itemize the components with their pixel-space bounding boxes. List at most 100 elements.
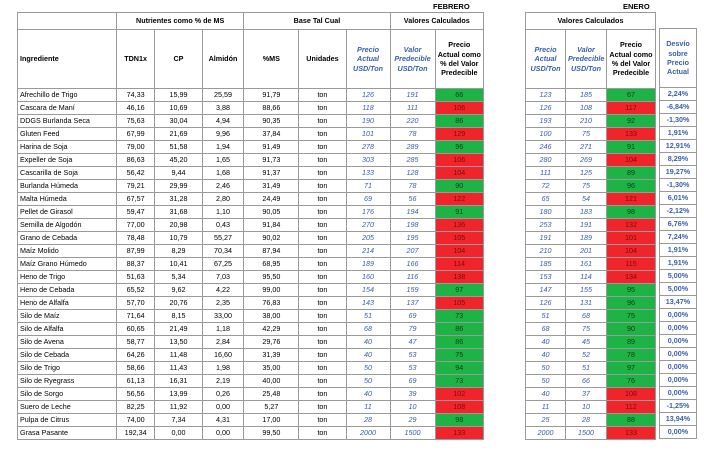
cell-pct-status-jan: 92 — [606, 114, 656, 128]
cell-valor-predecible-jan: 161 — [565, 257, 607, 271]
cell-cp: 45,20 — [154, 153, 203, 167]
table-row: 1,91% — [659, 126, 697, 140]
cell-pct-status: 105 — [434, 231, 485, 245]
cell-almidon: 1,65 — [201, 153, 245, 167]
table-row: Malta Húmeda 67,57 31,28 2,80 24,49 ton 69 56 12… — [17, 192, 485, 206]
blank-corner — [17, 12, 117, 30]
table-row: Silo de Alfalfa 60,65 21,49 1,18 42,29 ton 68 7… — [17, 322, 485, 336]
cell-tdn: 60,65 — [115, 322, 156, 336]
cell-pct-status: 91 — [434, 205, 485, 219]
cell-cp: 16,31 — [154, 374, 203, 388]
cell-ingrediente: Harina de Soja — [17, 140, 117, 154]
desvio-group-blank — [660, 12, 697, 29]
cell-valor-predecible-jan: 114 — [565, 270, 607, 284]
header-valor-predecible: Valor Predecible USD/Ton — [389, 29, 436, 89]
cell-ms: 31,39 — [243, 348, 300, 362]
cell-valor-predecible-jan: 108 — [565, 101, 607, 115]
cell-cp: 9,44 — [154, 166, 203, 180]
cell-precio-actual: 118 — [345, 101, 391, 115]
cell-cp: 8,29 — [154, 244, 203, 258]
cell-desvio: 0,00% — [659, 425, 697, 439]
cell-desvio: 5,00% — [659, 282, 697, 296]
cell-precio-actual: 69 — [345, 192, 391, 206]
cell-precio-actual-jan: 111 — [525, 166, 566, 180]
cell-precio-actual: 270 — [345, 218, 391, 232]
cell-desvio: 0,00% — [659, 386, 697, 400]
cell-precio-actual-jan: 147 — [525, 283, 566, 297]
cell-cp: 11,92 — [154, 400, 203, 414]
table-row: 8,29% — [659, 152, 697, 166]
cell-valor-predecible: 79 — [389, 322, 436, 336]
cell-almidon: 2,46 — [201, 179, 245, 193]
cell-precio-actual-jan: 72 — [525, 179, 566, 193]
table-row: 0,00% — [659, 308, 697, 322]
cell-pct-status: 106 — [434, 101, 485, 115]
cell-precio-actual: 214 — [345, 244, 391, 258]
table-row: 0,00% — [659, 386, 697, 400]
cell-valor-predecible-jan: 269 — [565, 153, 607, 167]
cell-tdn: 58,66 — [115, 361, 156, 375]
cell-ms: 90,02 — [243, 231, 300, 245]
cell-precio-actual: 176 — [345, 205, 391, 219]
table-row: 2000 1500 133 — [525, 426, 656, 440]
table-row: 1,91% — [659, 243, 697, 257]
cell-ms: 90,35 — [243, 114, 300, 128]
cell-precio-actual: 40 — [345, 348, 391, 362]
cell-pct-status-jan: 104 — [606, 153, 656, 167]
cell-ms: 35,00 — [243, 361, 300, 375]
cell-ingrediente: DDGS Burlanda Seca — [17, 114, 117, 128]
cell-ingrediente: Silo de Cebada — [17, 348, 117, 362]
cell-precio-actual: 154 — [345, 283, 391, 297]
cell-ms: 95,50 — [243, 270, 300, 284]
cell-precio-actual-jan: 50 — [525, 374, 566, 388]
table-row: Suero de Leche 82,25 11,92 0,00 5,27 ton 11 10 1… — [17, 400, 485, 414]
cell-pct-status: 114 — [434, 257, 485, 271]
cell-valor-predecible: 10 — [389, 400, 436, 414]
cell-valor-predecible: 47 — [389, 335, 436, 349]
group-valores-feb: Valores Calculados — [389, 12, 485, 30]
cell-precio-actual-jan: 2000 — [525, 426, 566, 440]
cell-pct-status-jan: 121 — [606, 192, 656, 206]
cell-ingrediente: Grasa Pasante — [17, 426, 117, 440]
cell-cp: 20,76 — [154, 296, 203, 310]
cell-pct-status-jan: 104 — [606, 244, 656, 258]
cell-desvio: 0,00% — [659, 373, 697, 387]
table-row: 65 54 121 — [525, 192, 656, 206]
cell-almidon: 0,00 — [201, 400, 245, 414]
cell-cp: 10,41 — [154, 257, 203, 271]
cell-pct-status: 104 — [434, 166, 485, 180]
cell-ingrediente: Grano de Cebada — [17, 231, 117, 245]
cell-ingrediente: Cascara de Maní — [17, 101, 117, 115]
cell-valor-predecible-jan: 155 — [565, 283, 607, 297]
cell-precio-actual-jan: 153 — [525, 270, 566, 284]
cell-precio-actual: 190 — [345, 114, 391, 128]
cell-unidades: ton — [298, 88, 347, 102]
cell-valor-predecible: 53 — [389, 361, 436, 375]
cell-unidades: ton — [298, 296, 347, 310]
cell-unidades: ton — [298, 231, 347, 245]
cell-precio-actual-jan: 68 — [525, 322, 566, 336]
table-row: Silo de Ryegrass 61,13 16,31 2,19 40,00 ton 50… — [17, 374, 485, 388]
header-pct-valor-jan: Precio Actual como % del Valor Predecibl… — [606, 29, 656, 89]
cell-pct-status-jan: 78 — [606, 348, 656, 362]
cell-cp: 31,28 — [154, 192, 203, 206]
cell-valor-predecible: 78 — [389, 127, 436, 141]
cell-tdn: 46,16 — [115, 101, 156, 115]
cell-ms: 29,76 — [243, 335, 300, 349]
month-label-jan: ENERO — [623, 2, 650, 11]
table-row: 40 45 89 — [525, 335, 656, 349]
table-row: Gluten Feed 67,99 21,69 9,96 37,84 ton 101 78 12… — [17, 127, 485, 141]
table-row: 13,94% — [659, 412, 697, 426]
cell-pct-status: 90 — [434, 179, 485, 193]
cell-valor-predecible-jan: 75 — [565, 127, 607, 141]
cell-valor-predecible: 289 — [389, 140, 436, 154]
cell-ms: 99,00 — [243, 283, 300, 297]
cell-tdn: 51,63 — [115, 270, 156, 284]
table-row: Heno de Cebada 65,52 9,62 4,22 99,00 ton 154 15… — [17, 283, 485, 297]
cell-tdn: 82,25 — [115, 400, 156, 414]
cell-almidon: 7,03 — [201, 270, 245, 284]
cell-desvio: 12,91% — [659, 139, 697, 153]
cell-valor-predecible: 166 — [389, 257, 436, 271]
cell-pct-status-jan: 112 — [606, 400, 656, 414]
cell-unidades: ton — [298, 244, 347, 258]
